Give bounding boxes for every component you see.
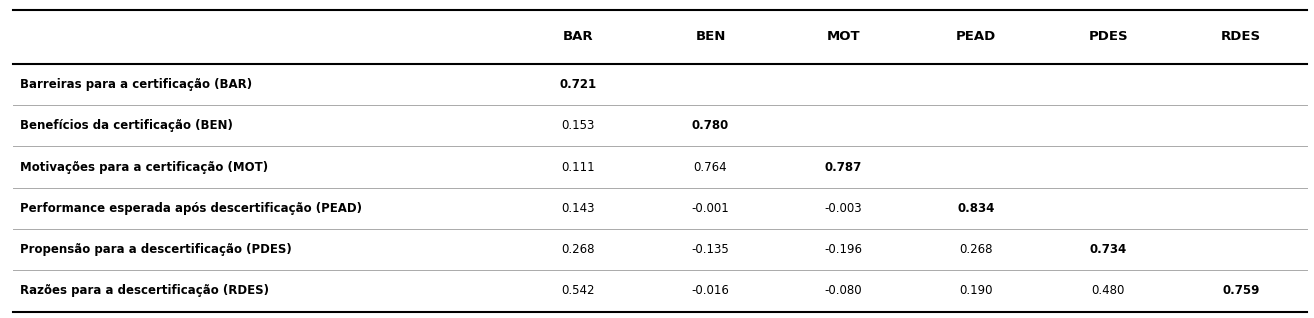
Text: Performance esperada após descertificação (PEAD): Performance esperada após descertificaçã… [20,202,361,215]
Text: PDES: PDES [1088,30,1129,43]
Text: Motivações para a certificação (MOT): Motivações para a certificação (MOT) [20,161,268,174]
Text: 0.542: 0.542 [561,285,594,298]
Text: 0.721: 0.721 [560,78,597,91]
Text: PEAD: PEAD [955,30,996,43]
Text: 0.780: 0.780 [691,119,729,132]
Text: RDES: RDES [1221,30,1261,43]
Text: Benefícios da certificação (BEN): Benefícios da certificação (BEN) [20,119,233,132]
Text: BAR: BAR [562,30,593,43]
Text: 0.153: 0.153 [561,119,594,132]
Text: 0.268: 0.268 [561,243,594,256]
Text: 0.759: 0.759 [1222,285,1260,298]
Text: BEN: BEN [695,30,725,43]
Text: Razões para a descertificação (RDES): Razões para a descertificação (RDES) [20,285,268,298]
Text: 0.480: 0.480 [1092,285,1125,298]
Text: 0.268: 0.268 [959,243,992,256]
Text: 0.143: 0.143 [561,202,594,215]
Text: MOT: MOT [827,30,859,43]
Text: 0.111: 0.111 [561,161,595,174]
Text: -0.080: -0.080 [824,285,862,298]
Text: Propensão para a descertificação (PDES): Propensão para a descertificação (PDES) [20,243,292,256]
Text: 0.734: 0.734 [1089,243,1127,256]
Text: 0.834: 0.834 [957,202,995,215]
Text: 0.787: 0.787 [824,161,862,174]
Text: -0.003: -0.003 [824,202,862,215]
Text: -0.196: -0.196 [824,243,862,256]
Text: 0.764: 0.764 [694,161,727,174]
Text: -0.135: -0.135 [691,243,729,256]
Text: Barreiras para a certificação (BAR): Barreiras para a certificação (BAR) [20,78,252,91]
Text: -0.001: -0.001 [691,202,729,215]
Text: -0.016: -0.016 [691,285,729,298]
Text: 0.190: 0.190 [959,285,992,298]
